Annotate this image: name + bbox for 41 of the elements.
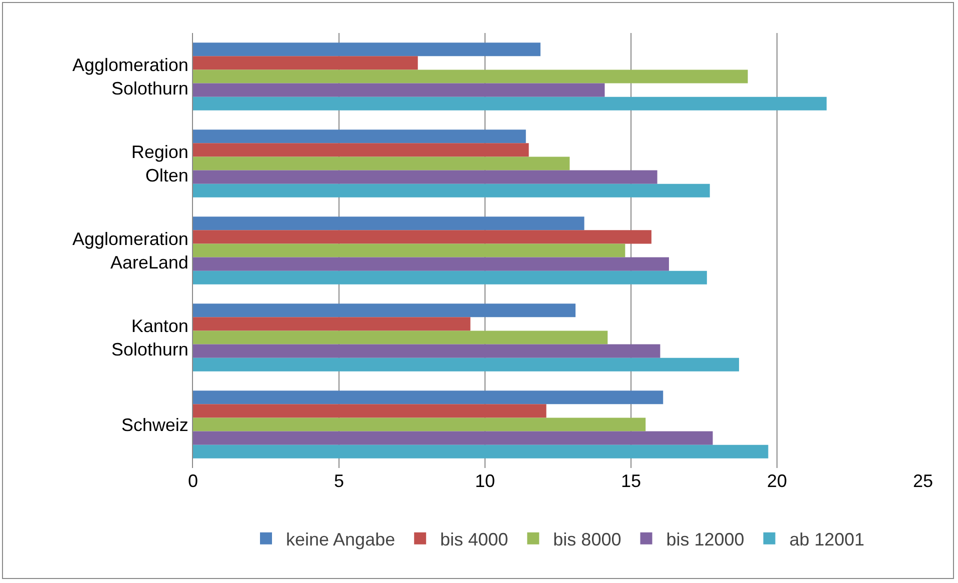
legend-label: keine Angabe bbox=[286, 529, 396, 550]
legend-label: bis 12000 bbox=[666, 529, 744, 550]
bar bbox=[193, 444, 768, 458]
bar bbox=[193, 244, 626, 258]
legend-label: bis 8000 bbox=[553, 529, 622, 550]
x-tick-label: 25 bbox=[912, 471, 934, 491]
x-tick-label: 5 bbox=[334, 471, 344, 491]
bar bbox=[193, 216, 584, 230]
y-tick-label: Kanton Solothurn bbox=[111, 316, 188, 360]
y-tick-label: Region Olten bbox=[131, 142, 188, 186]
legend-label: bis 4000 bbox=[440, 529, 508, 550]
bar bbox=[193, 344, 660, 358]
x-tick-label: 0 bbox=[188, 471, 198, 491]
x-tick-label: 15 bbox=[620, 471, 642, 491]
bar bbox=[193, 130, 526, 144]
bar bbox=[193, 257, 669, 271]
y-tick-label: Agglomeration AareLand bbox=[72, 229, 188, 272]
bar bbox=[193, 170, 658, 184]
x-tick-label: 10 bbox=[474, 471, 496, 491]
bar bbox=[193, 431, 713, 445]
bar bbox=[193, 143, 529, 157]
bar bbox=[193, 304, 576, 318]
bar bbox=[193, 96, 827, 110]
bar bbox=[193, 70, 748, 84]
y-tick-label: Agglomeration Solothurn bbox=[72, 55, 188, 98]
bar bbox=[193, 317, 470, 331]
bar bbox=[193, 184, 710, 198]
bar bbox=[193, 330, 608, 344]
bar bbox=[193, 56, 418, 70]
bar bbox=[193, 404, 546, 418]
bar bbox=[193, 156, 570, 170]
bar bbox=[193, 230, 652, 244]
x-tick-label: 20 bbox=[766, 471, 788, 491]
bar bbox=[193, 83, 605, 97]
bar bbox=[193, 270, 707, 284]
bar bbox=[193, 390, 664, 404]
bar bbox=[193, 358, 740, 372]
bar bbox=[193, 42, 540, 56]
bar bbox=[193, 418, 646, 432]
legend-label: ab 12001 bbox=[789, 529, 864, 550]
y-tick-label: Schweiz bbox=[121, 414, 188, 435]
